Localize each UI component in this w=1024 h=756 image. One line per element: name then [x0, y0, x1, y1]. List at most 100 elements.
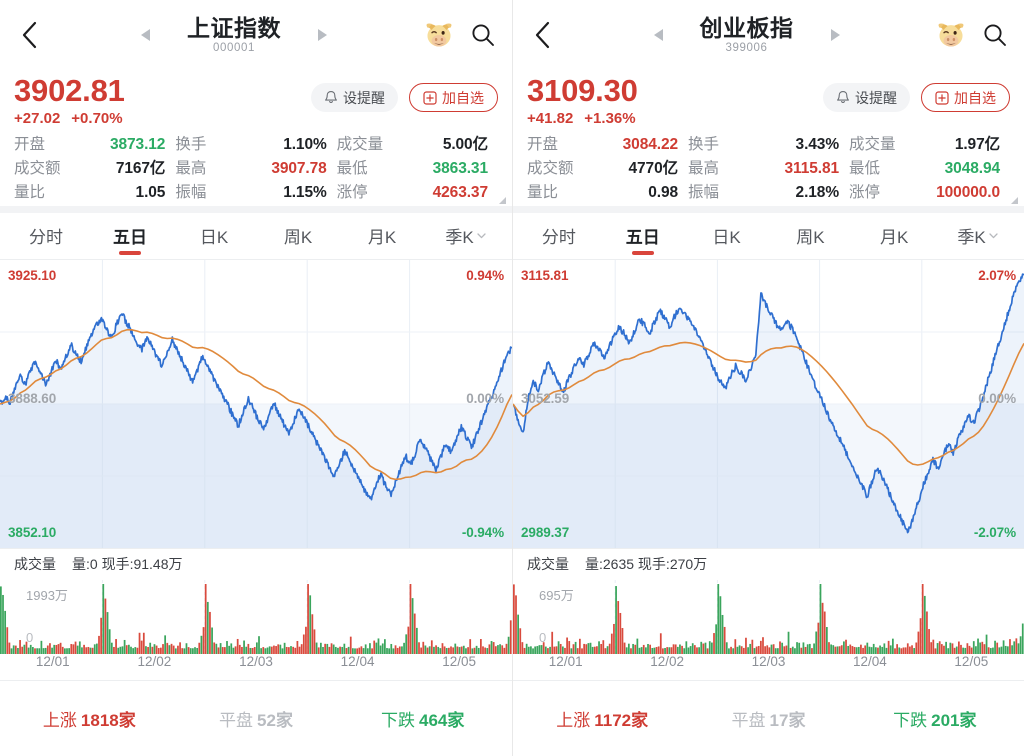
index-panel-chinext: 创业板指 399006 3109.30 +41.82 +1.36% 设提醒 加自选开盘 308… — [512, 0, 1024, 756]
date-tick: 12/03 — [751, 653, 786, 669]
stat-value: 1.10% — [283, 135, 327, 153]
stat-value: 3.43% — [795, 135, 840, 153]
stat-value: 100000.0 — [936, 183, 1000, 201]
search-icon[interactable] — [980, 20, 1010, 50]
date-tick: 12/04 — [853, 653, 887, 669]
tab-周K[interactable]: 周K — [256, 213, 340, 259]
add-watchlist-label: 加自选 — [954, 89, 996, 106]
volume-meta: 量:2635 现手:270万 — [585, 556, 708, 573]
stat-value: 3115.81 — [784, 159, 840, 177]
tab-周K[interactable]: 周K — [768, 213, 852, 259]
header-actions — [424, 20, 498, 50]
set-alert-label: 设提醒 — [855, 89, 897, 106]
volume-chart[interactable]: 1993万 0 — [0, 579, 512, 654]
volume-chart[interactable]: 695万 0 — [513, 579, 1024, 654]
stat-item: 开盘 3084.22 — [527, 132, 688, 154]
breadth-value: 464家 — [418, 710, 465, 730]
stat-item: 涨停 100000.0 — [849, 180, 1010, 202]
price-chart[interactable]: 3115.81 3052.59 2989.37 2.07% 0.00% -2.07% — [513, 259, 1024, 548]
plus-box-icon — [935, 90, 949, 105]
triangle-left-icon[interactable] — [646, 28, 672, 42]
date-axis: 12/01 12/02 12/03 12/04 12/05 — [513, 654, 1024, 680]
price-column: 3109.30 +41.82 +1.36% — [527, 73, 638, 127]
set-alert-button[interactable]: 设提醒 — [823, 83, 910, 112]
stat-key: 最高 — [688, 159, 720, 177]
tab-月K[interactable]: 月K — [340, 213, 424, 259]
stats-grid: 开盘 3084.22 换手 3.43% 成交量 1.97亿 成交额 4770亿 最高 3115.8… — [527, 132, 1010, 206]
expand-quote-handle[interactable] — [499, 196, 506, 204]
cow-face-emoji[interactable] — [424, 21, 454, 49]
stat-value: 3907.78 — [271, 159, 327, 177]
back-icon[interactable] — [525, 18, 559, 52]
breadth-value: 201家 — [931, 710, 977, 730]
chevron-down-icon[interactable] — [476, 226, 487, 246]
volume-title: 成交量 — [527, 556, 569, 573]
change-value: +41.82 — [527, 109, 574, 127]
stat-key: 开盘 — [14, 135, 46, 153]
stat-item: 振幅 2.18% — [688, 180, 849, 202]
date-tick: 12/03 — [239, 653, 273, 669]
stat-value: 1.97亿 — [954, 135, 1000, 153]
triangle-right-icon[interactable] — [309, 28, 335, 42]
add-watchlist-label: 加自选 — [442, 89, 484, 106]
tab-日K[interactable]: 日K — [172, 213, 256, 259]
triangle-left-icon[interactable] — [133, 28, 159, 42]
stat-value: 3863.31 — [432, 159, 488, 177]
price-column: 3902.81 +27.02 +0.70% — [14, 73, 125, 127]
tab-分时[interactable]: 分时 — [4, 213, 88, 259]
triangle-right-icon[interactable] — [822, 28, 848, 42]
chevron-down-icon[interactable] — [988, 226, 999, 246]
panel-header: 创业板指 399006 — [513, 0, 1024, 70]
stat-value: 1.05 — [135, 183, 166, 201]
add-watchlist-button[interactable]: 加自选 — [409, 83, 498, 112]
cow-face-emoji[interactable] — [936, 21, 966, 49]
change-row: +41.82 +1.36% — [527, 110, 638, 127]
stat-value: 1.15% — [283, 183, 327, 201]
last-price: 3902.81 — [14, 73, 125, 108]
stat-item: 换手 3.43% — [688, 132, 849, 154]
stat-key: 振幅 — [688, 183, 720, 201]
price-chart[interactable]: 3925.10 3888.60 3852.10 0.94% 0.00% -0.94% — [0, 259, 512, 548]
date-tick: 12/01 — [548, 653, 583, 669]
expand-quote-handle[interactable] — [1011, 196, 1018, 204]
tab-季K[interactable]: 季K — [936, 213, 1020, 259]
stat-key: 量比 — [14, 183, 46, 201]
tab-季K[interactable]: 季K — [424, 213, 508, 259]
back-icon[interactable] — [12, 18, 46, 52]
title-navigator: 创业板指 399006 — [563, 14, 930, 54]
chart-period-tabs: 分时 五日 日K 周K 月K 季K — [513, 213, 1024, 260]
stat-key: 振幅 — [175, 183, 207, 201]
volume-max-label: 695万 — [539, 587, 574, 603]
breadth-flat: 平盘 52家 — [173, 706, 340, 731]
search-icon[interactable] — [468, 20, 498, 50]
tab-label: 日K — [199, 228, 229, 248]
breadth-key: 上涨 — [42, 710, 77, 730]
stat-key: 涨停 — [336, 183, 368, 201]
page-title: 创业板指 — [699, 14, 794, 41]
volume-meta: 量:0 现手:91.48万 — [72, 556, 183, 573]
stat-value: 0.98 — [648, 183, 678, 201]
set-alert-button[interactable]: 设提醒 — [311, 83, 398, 112]
stat-key: 最低 — [849, 159, 881, 177]
quote-block: 3109.30 +41.82 +1.36% 设提醒 加自选开盘 3084.22 换手 3.43… — [513, 70, 1024, 206]
last-price: 3109.30 — [527, 73, 638, 108]
breadth-flat: 平盘 17家 — [685, 706, 851, 731]
stat-value: 3048.94 — [944, 159, 1000, 177]
tab-五日[interactable]: 五日 — [88, 213, 172, 259]
date-tick: 12/04 — [340, 653, 375, 669]
tab-月K[interactable]: 月K — [852, 213, 936, 259]
title-wrap: 创业板指 399006 — [672, 14, 822, 54]
add-watchlist-button[interactable]: 加自选 — [921, 83, 1010, 112]
tab-日K[interactable]: 日K — [685, 213, 769, 259]
breadth-value: 52家 — [257, 710, 293, 730]
volume-max-label: 1993万 — [26, 587, 68, 603]
title-wrap: 上证指数 000001 — [159, 14, 309, 54]
volume-header: 成交量 量:0 现手:91.48万 — [0, 547, 512, 580]
stat-item: 涨停 4263.37 — [337, 180, 498, 202]
tab-label: 分时 — [29, 228, 63, 248]
change-percent: +0.70% — [71, 109, 123, 127]
tab-五日[interactable]: 五日 — [601, 213, 685, 259]
tab-分时[interactable]: 分时 — [517, 213, 601, 259]
page-title: 上证指数 — [187, 14, 281, 41]
chart-period-tabs: 分时 五日 日K 周K 月K 季K — [0, 213, 512, 260]
